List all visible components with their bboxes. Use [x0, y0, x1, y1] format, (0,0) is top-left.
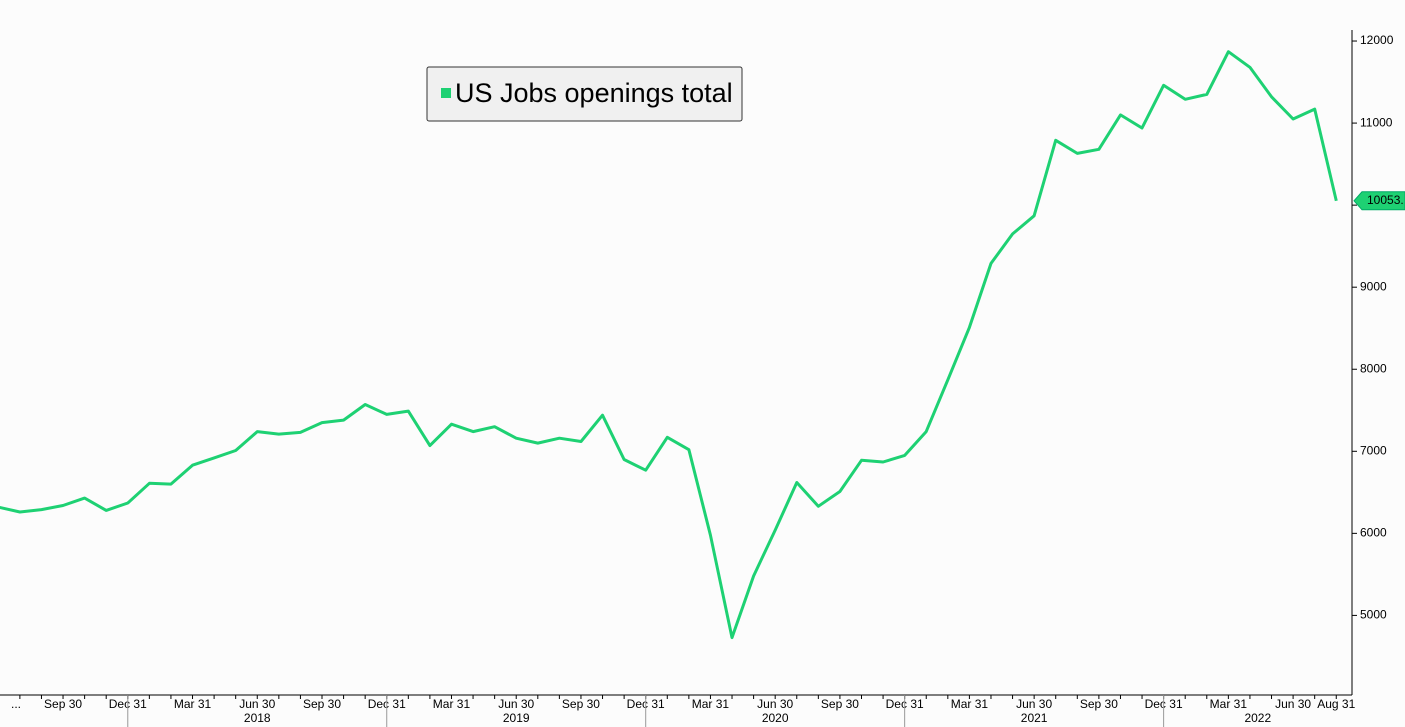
x-tick-label: ... — [11, 697, 21, 711]
last-value-label: 10053. — [1367, 193, 1404, 207]
y-tick-label: 8000 — [1360, 361, 1387, 375]
y-tick-label: 9000 — [1360, 279, 1387, 293]
year-label: 2020 — [762, 711, 789, 725]
year-label: 2022 — [1244, 711, 1271, 725]
x-tick-label: Sep 30 — [44, 697, 82, 711]
x-tick-label: Sep 30 — [303, 697, 341, 711]
x-tick-label: Mar 31 — [951, 697, 989, 711]
x-tick-label: Sep 30 — [821, 697, 859, 711]
x-tick-label: Sep 30 — [1080, 697, 1118, 711]
year-label: 2019 — [503, 711, 530, 725]
legend: US Jobs openings total — [426, 66, 743, 122]
x-tick-label: Jun 30 — [757, 697, 793, 711]
y-tick-label: 7000 — [1360, 443, 1387, 457]
legend-box — [426, 66, 743, 122]
x-tick-label: Mar 31 — [174, 697, 212, 711]
x-tick-label: Jun 30 — [239, 697, 275, 711]
x-tick-label: Jun 30 — [1016, 697, 1052, 711]
x-tick-label: Mar 31 — [1210, 697, 1248, 711]
y-tick-label: 11000 — [1360, 115, 1393, 129]
line — [0, 50, 1338, 640]
x-tick-label: Aug 31 — [1317, 697, 1355, 711]
x-tick-label: Sep 30 — [562, 697, 600, 711]
legend-label: US Jobs openings total — [455, 78, 733, 108]
year-label: 2018 — [244, 711, 271, 725]
x-tick-label: Jun 30 — [498, 697, 534, 711]
legend-swatch — [441, 88, 451, 98]
y-tick-label: 6000 — [1360, 526, 1387, 540]
y-tick-label: 12000 — [1360, 33, 1394, 47]
x-tick-label: Jun 30 — [1275, 697, 1311, 711]
x-tick-label: Mar 31 — [433, 697, 471, 711]
x-tick-label: Mar 31 — [692, 697, 730, 711]
year-label: 2021 — [1021, 711, 1048, 725]
y-tick-label: 5000 — [1360, 608, 1387, 622]
last-value-tag — [1353, 191, 1405, 211]
